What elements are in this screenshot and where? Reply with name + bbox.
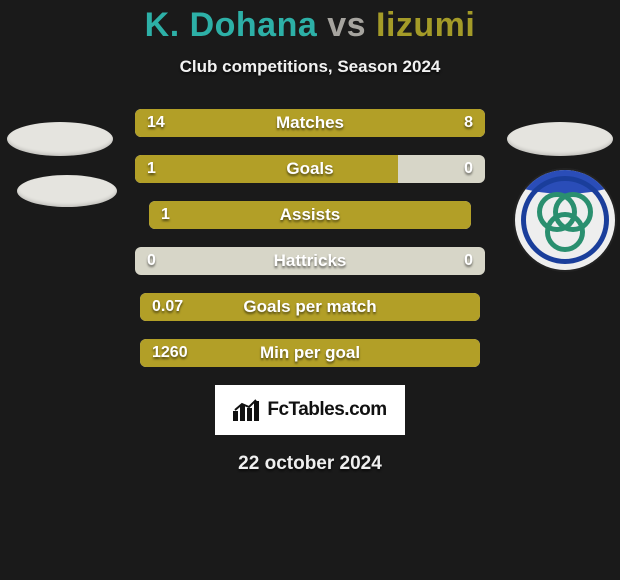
title-vs: vs <box>327 6 366 44</box>
bar-fill <box>140 293 480 321</box>
bar-track: 0 0Hattricks <box>135 247 485 275</box>
value-left: 0 <box>147 247 156 275</box>
bar-fill-left <box>135 109 485 137</box>
value-right: 0 <box>464 247 473 275</box>
bar-track: 1Assists <box>149 201 471 229</box>
comparison-row: 10Goals <box>0 155 620 183</box>
bar-track: 1260Min per goal <box>140 339 480 367</box>
bar-track: 10Goals <box>135 155 485 183</box>
brand-box: FcTables.com <box>215 385 405 435</box>
page-title: K. Dohana vs Iizumi <box>0 6 620 45</box>
title-player1: K. Dohana <box>145 6 318 44</box>
comparison-row: 148Matches <box>0 109 620 137</box>
comparison-row: 1260Min per goal <box>0 339 620 367</box>
value-left: 1260 <box>152 339 188 367</box>
value-left: 14 <box>147 109 165 137</box>
value-right: 8 <box>464 109 473 137</box>
row-label: Hattricks <box>135 247 485 275</box>
bar-track: 148Matches <box>135 109 485 137</box>
value-left: 1 <box>147 155 156 183</box>
date-text: 22 october 2024 <box>0 453 620 475</box>
bar-fill-left <box>135 155 398 183</box>
comparison-row: 0.07Goals per match <box>0 293 620 321</box>
comparison-row: 1Assists <box>0 201 620 229</box>
value-right: 0 <box>464 155 473 183</box>
infographic-root: K. Dohana vs Iizumi Club competitions, S… <box>0 0 620 580</box>
comparison-row: 0 0Hattricks <box>0 247 620 275</box>
brand-bars-icon <box>233 399 261 421</box>
bar-track: 0.07Goals per match <box>140 293 480 321</box>
bar-fill <box>149 201 471 229</box>
title-player2: Iizumi <box>376 6 475 44</box>
brand-text: FcTables.com <box>267 399 386 421</box>
bar-fill <box>140 339 480 367</box>
subtitle: Club competitions, Season 2024 <box>0 57 620 77</box>
comparison-rows: 148Matches10Goals1Assists00Hattricks0.07… <box>0 109 620 367</box>
value-left: 0.07 <box>152 293 183 321</box>
value-left: 1 <box>161 201 170 229</box>
